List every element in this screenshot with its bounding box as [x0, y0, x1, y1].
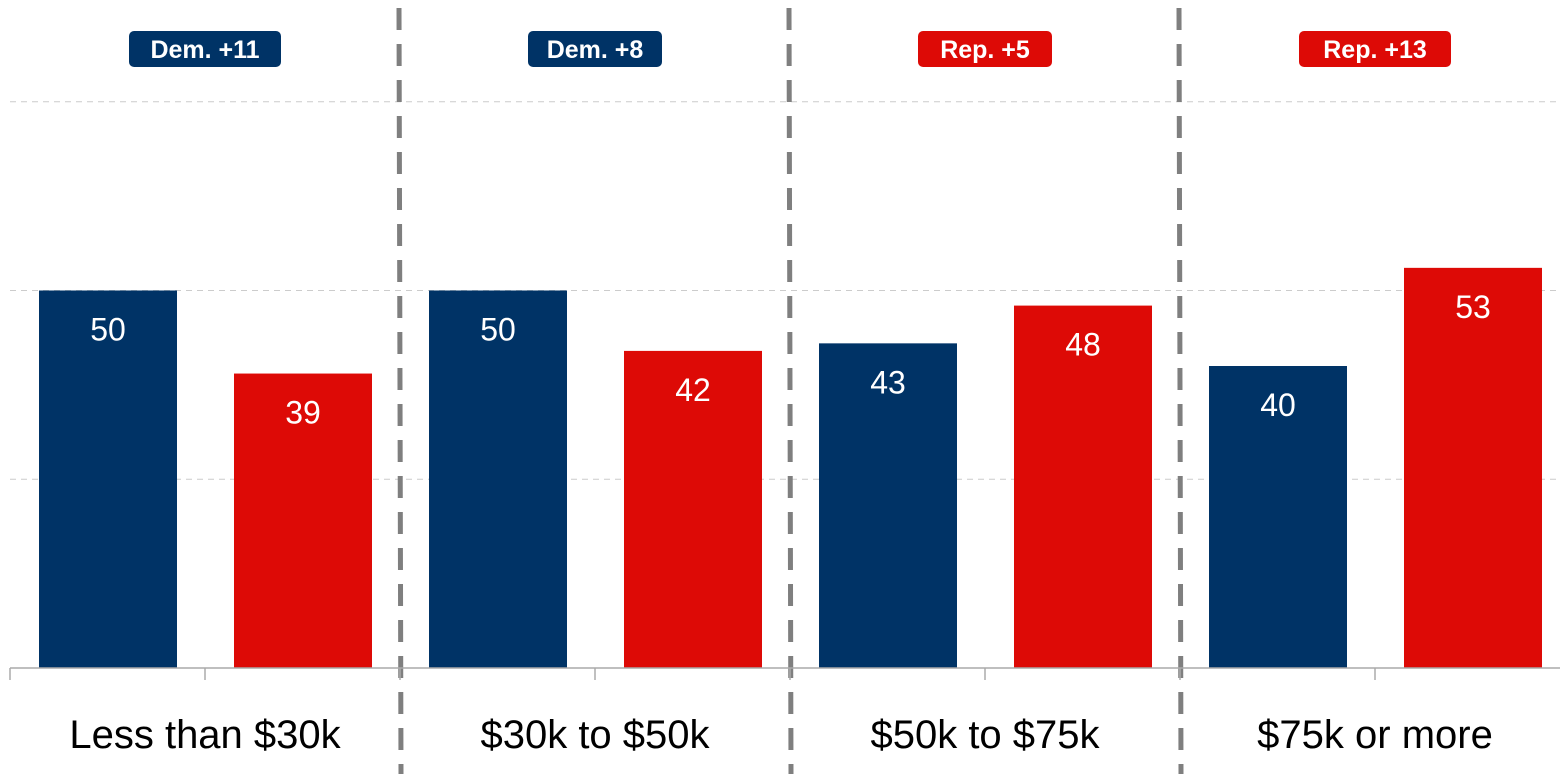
margin-badge-text-group-4: Rep. +13	[1323, 36, 1427, 64]
value-label-dem-group-1: 50	[90, 312, 126, 348]
bar-rep-group-2	[624, 350, 762, 668]
value-label-dem-group-4: 40	[1260, 387, 1296, 423]
bar-dem-group-1	[39, 290, 177, 668]
margin-badge-text-group-2: Dem. +8	[547, 36, 644, 64]
bar-rep-group-4	[1404, 267, 1542, 668]
margin-badge-bg-group-4	[1299, 31, 1451, 67]
margin-badge-text-group-1: Dem. +11	[150, 36, 259, 64]
value-label-rep-group-1: 39	[285, 395, 321, 431]
bar-rep-group-3	[1014, 305, 1152, 668]
bar-rep-group-1	[234, 373, 372, 668]
margin-badge-bg-group-1	[129, 31, 281, 67]
value-label-dem-group-3: 43	[870, 364, 906, 400]
category-label-group-1: Less than $30k	[69, 713, 341, 757]
bars	[39, 267, 1542, 668]
category-label-group-3: $50k to $75k	[870, 713, 1100, 757]
bar-dem-group-3	[819, 343, 957, 668]
margin-badge-text-group-3: Rep. +5	[940, 36, 1030, 64]
value-label-rep-group-2: 42	[675, 372, 711, 408]
category-label-group-2: $30k to $50k	[480, 713, 710, 757]
group-divider-2	[786, 7, 794, 774]
group-divider-3	[1176, 7, 1184, 774]
value-label-dem-group-2: 50	[480, 312, 516, 348]
margin-badges: Dem. +11 Dem. +8 Rep. +5 Rep. +13	[129, 31, 1451, 67]
bar-dem-group-2	[429, 290, 567, 668]
group-divider-1	[396, 7, 404, 774]
value-label-rep-group-3: 48	[1065, 327, 1101, 363]
margin-badge-bg-group-2	[528, 31, 662, 67]
x-axis: Less than $30k $30k to $50k $50k to $75k $7…	[9, 667, 1560, 757]
category-label-group-4: $75k or more	[1257, 713, 1493, 757]
value-labels: 50 39 50 42 43 48 40 53	[90, 289, 1491, 431]
group-dividers	[396, 7, 1184, 774]
bar-dem-group-4	[1209, 366, 1347, 668]
value-label-rep-group-4: 53	[1455, 289, 1491, 325]
margin-badge-bg-group-3	[918, 31, 1052, 67]
